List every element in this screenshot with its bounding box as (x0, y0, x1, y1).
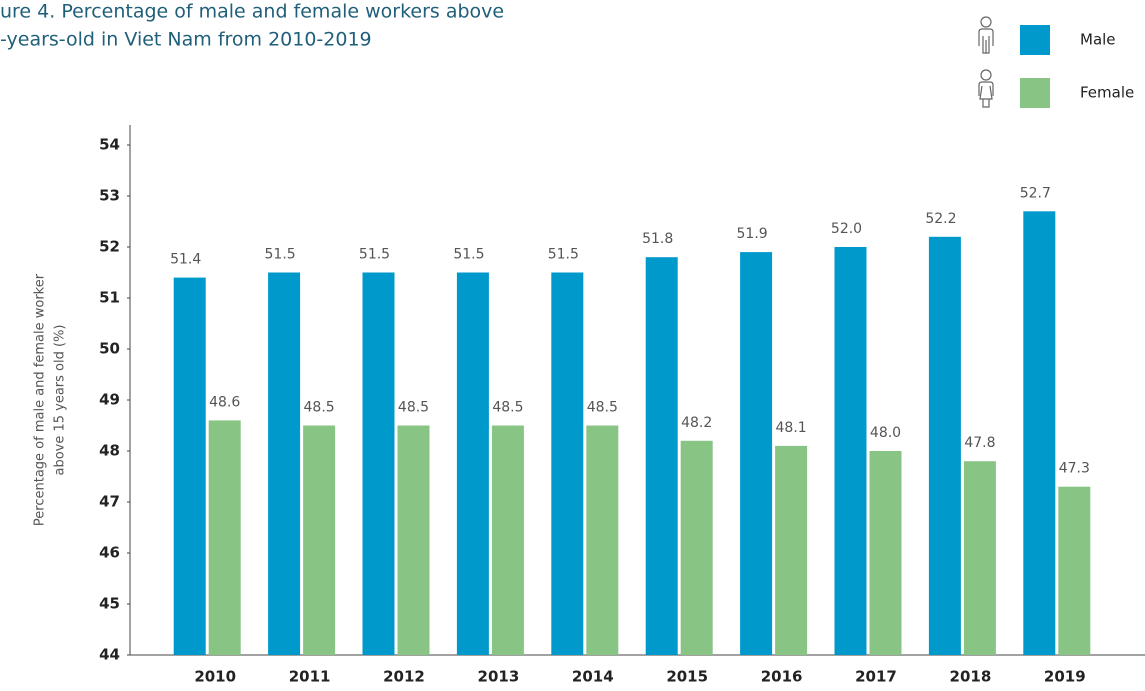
bar (551, 272, 584, 655)
bar (680, 440, 713, 655)
bar (869, 451, 902, 655)
x-tick-label: 2019 (1044, 668, 1086, 686)
x-tick-label: 2014 (572, 668, 614, 686)
bar (834, 247, 867, 655)
y-tick-label: 51 (99, 289, 120, 307)
value-label: 48.5 (304, 400, 335, 416)
bar (963, 461, 996, 655)
bar (208, 420, 241, 655)
x-tick-label: 2017 (855, 668, 897, 686)
female-icon (978, 69, 994, 108)
x-tick-label: 2012 (383, 668, 425, 686)
value-label: 48.1 (776, 420, 807, 436)
legend-label: Male (1080, 31, 1116, 49)
value-label: 51.5 (548, 247, 579, 263)
value-label: 48.5 (398, 400, 429, 416)
bar (173, 277, 206, 655)
value-label: 48.5 (587, 400, 618, 416)
male-icon (978, 16, 994, 54)
bar (645, 257, 678, 655)
value-label: 52.7 (1020, 185, 1051, 201)
y-tick-label: 45 (99, 595, 120, 613)
value-label: 51.5 (265, 247, 296, 263)
value-label: 47.8 (964, 435, 995, 451)
value-label: 51.5 (453, 247, 484, 263)
bar (362, 272, 395, 655)
value-label: 51.4 (170, 252, 201, 268)
x-tick-label: 2010 (194, 668, 236, 686)
value-label: 51.5 (359, 247, 390, 263)
bar (491, 425, 524, 655)
chart-title: -years-old in Viet Nam from 2010-2019 (0, 29, 372, 51)
y-tick-label: 50 (99, 340, 120, 358)
x-tick-label: 2013 (478, 668, 520, 686)
y-tick-label: 47 (99, 493, 120, 511)
y-tick-label: 48 (99, 442, 120, 460)
y-tick-label: 44 (99, 646, 120, 664)
y-axis-label-line: Percentage of male and female worker (33, 273, 48, 526)
chart-title: ure 4. Percentage of male and female wor… (0, 1, 504, 23)
value-label: 51.9 (737, 226, 768, 242)
x-tick-label: 2016 (761, 668, 803, 686)
bar (1023, 211, 1056, 656)
value-label: 48.0 (870, 425, 901, 441)
x-tick-label: 2015 (666, 668, 708, 686)
value-label: 48.5 (492, 400, 523, 416)
bar (268, 272, 301, 655)
bar (1058, 486, 1091, 655)
y-tick-label: 53 (99, 187, 120, 205)
y-axis-label: Percentage of male and female worker abo… (33, 273, 68, 526)
x-tick-label: 2011 (289, 668, 331, 686)
x-tick-label: 2018 (950, 668, 992, 686)
bar (586, 425, 619, 655)
value-label: 52.0 (831, 221, 862, 237)
value-label: 48.6 (209, 394, 240, 410)
bar (303, 425, 336, 655)
bar (740, 252, 773, 655)
bar (928, 236, 961, 656)
y-tick-label: 54 (99, 136, 120, 154)
y-tick-label: 46 (99, 544, 120, 562)
legend-swatch (1020, 25, 1050, 55)
value-label: 48.2 (681, 415, 712, 431)
bar (775, 445, 808, 655)
value-label: 47.3 (1059, 461, 1090, 477)
bar (456, 272, 489, 655)
bar (397, 425, 430, 655)
value-label: 52.2 (925, 211, 956, 227)
y-tick-label: 52 (99, 238, 120, 256)
y-tick-label: 49 (99, 391, 120, 409)
value-label: 51.8 (642, 231, 673, 247)
y-axis-label-line: above 15 years old (%) (53, 324, 68, 475)
legend-label: Female (1080, 84, 1134, 102)
legend-swatch (1020, 78, 1050, 108)
